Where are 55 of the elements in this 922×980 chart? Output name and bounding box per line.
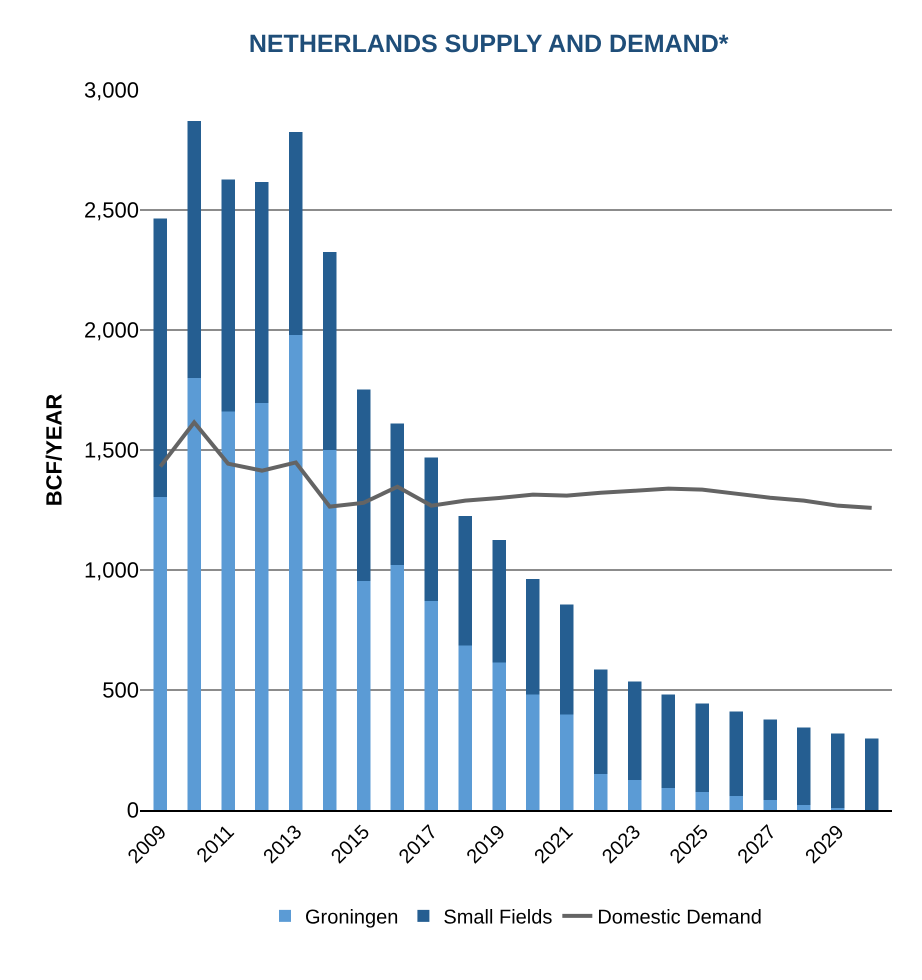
bar: [763, 800, 777, 810]
bar: [187, 378, 201, 810]
bar: [390, 423, 404, 565]
bar: [255, 182, 269, 404]
line-series: [158, 420, 874, 510]
bar: [864, 738, 878, 810]
bar: [526, 694, 540, 810]
bar: [492, 662, 506, 810]
bar: [390, 564, 404, 810]
bar: [628, 780, 642, 810]
y-tick-label: 500: [102, 678, 139, 703]
bar: [594, 774, 608, 810]
bar: [492, 540, 506, 662]
bar: [322, 252, 336, 450]
legend-label: Domestic Demand: [597, 906, 762, 929]
bar: [255, 403, 269, 810]
bar: [560, 714, 574, 810]
bar: [356, 389, 370, 582]
bar: [356, 581, 370, 810]
bar: [560, 604, 574, 715]
bar: [696, 792, 710, 810]
y-tick-label: 1,500: [84, 438, 139, 463]
bar: [154, 218, 168, 497]
bar: [729, 796, 743, 810]
y-tick-label: 0: [126, 798, 139, 823]
bar: [458, 516, 472, 646]
y-tick-label: 2,000: [84, 318, 139, 343]
bar: [424, 601, 438, 810]
chart-title: NETHERLANDS SUPPLY AND DEMAND*: [248, 30, 729, 58]
bar: [797, 804, 811, 810]
bar: [594, 669, 608, 774]
legend-label: Small Fields: [443, 906, 552, 929]
legend-label: Groningen: [305, 906, 398, 929]
bar: [662, 694, 676, 788]
bar: [458, 645, 472, 810]
y-tick-label: 2,500: [84, 198, 139, 223]
bar: [526, 579, 540, 695]
y-tick-label: 1,000: [84, 558, 139, 583]
bar: [289, 334, 303, 810]
bar: [187, 121, 201, 378]
bar: [154, 496, 168, 810]
bar: [322, 450, 336, 810]
bar: [763, 720, 777, 800]
bar: [628, 681, 642, 780]
bar: [424, 457, 438, 602]
bar: [289, 132, 303, 335]
y-tick-label: 3,000: [84, 78, 139, 103]
bar: [729, 712, 743, 796]
bar: [221, 412, 235, 810]
bar: [831, 734, 845, 808]
bar: [221, 179, 235, 412]
bar: [797, 728, 811, 805]
y-axis-title: BCF/YEAR: [42, 394, 67, 506]
bar: [696, 703, 710, 792]
bar: [662, 788, 676, 810]
